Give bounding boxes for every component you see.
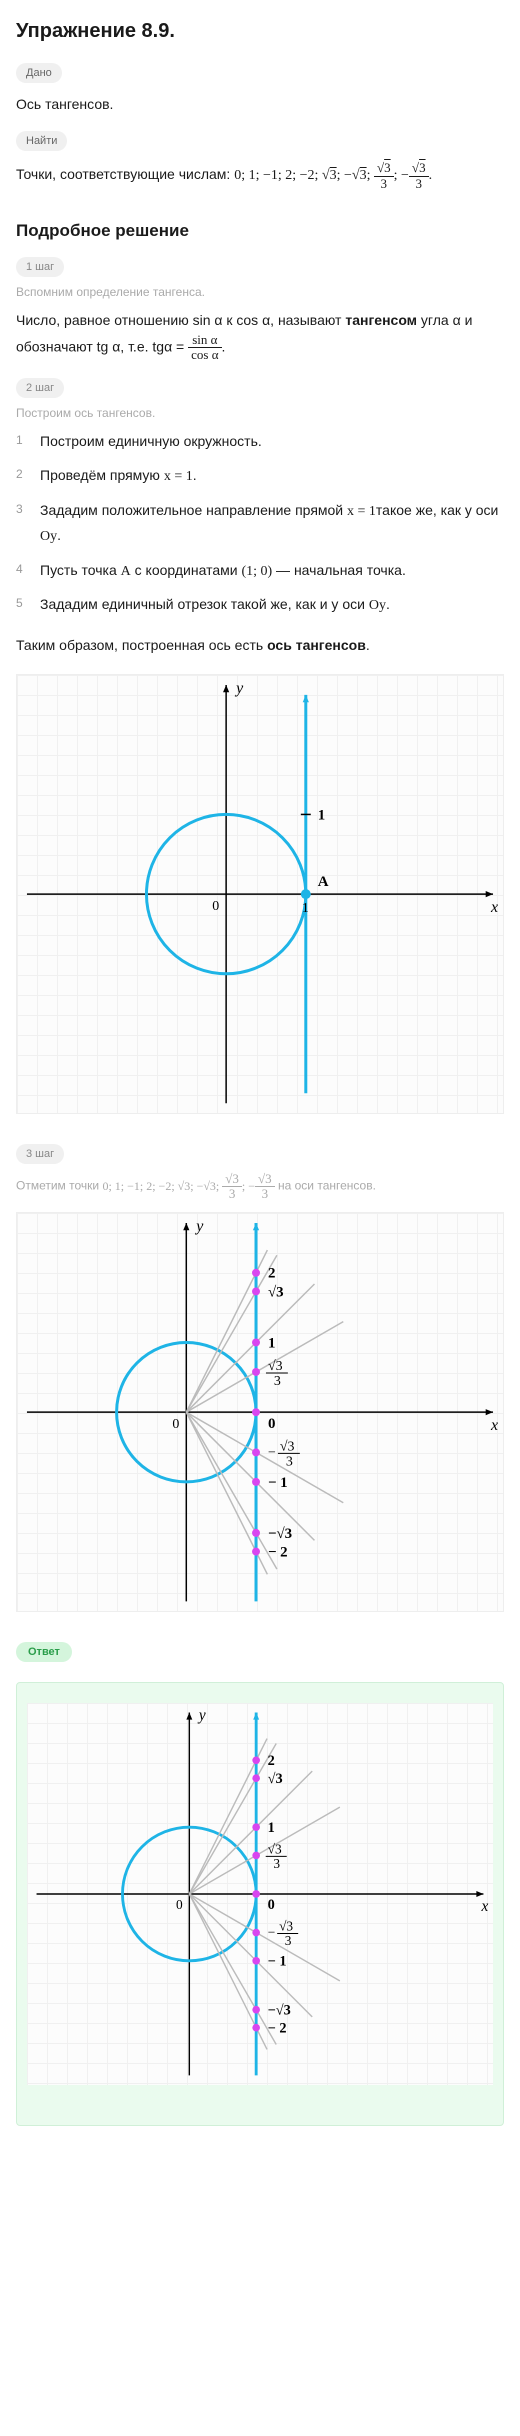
svg-text:√3: √3 bbox=[280, 1439, 295, 1454]
list-item: Построим единичную окружность. bbox=[16, 430, 504, 454]
find-badge: Найти bbox=[16, 131, 67, 151]
step2-conclusion: Таким образом, построенная ось есть ось … bbox=[16, 634, 504, 658]
svg-text:3: 3 bbox=[273, 1856, 280, 1871]
svg-text:√3: √3 bbox=[268, 1284, 284, 1300]
given-badge: Дано bbox=[16, 63, 62, 83]
svg-text:− 1: − 1 bbox=[268, 1475, 288, 1491]
svg-text:3: 3 bbox=[274, 1374, 281, 1389]
svg-text:A: A bbox=[318, 874, 329, 890]
svg-text:y: y bbox=[197, 1707, 206, 1724]
step1-text: Число, равное отношению sin α к cos α, н… bbox=[16, 309, 504, 362]
svg-text:1: 1 bbox=[318, 807, 325, 823]
step2-conc-b: ось тангенсов bbox=[267, 637, 366, 653]
step1-text-a: Число, равное отношению sin α к cos α, н… bbox=[16, 312, 345, 328]
list-item: Проведём прямую x = 1. bbox=[16, 464, 504, 489]
chart3-answer: xy02√31√330−√33− 1−√3− 2 bbox=[27, 1703, 493, 2085]
list-item: Пусть точка A с координатами (1; 0) — на… bbox=[16, 559, 504, 584]
svg-text:0: 0 bbox=[268, 1897, 275, 1913]
formula-den: cos α bbox=[188, 348, 221, 362]
svg-text:√3: √3 bbox=[268, 1771, 283, 1787]
answer-badge: Ответ bbox=[16, 1642, 72, 1662]
svg-text:0: 0 bbox=[172, 1417, 179, 1432]
svg-text:1: 1 bbox=[268, 1820, 275, 1836]
svg-text:x: x bbox=[490, 899, 498, 916]
answer-panel: xy02√31√330−√33− 1−√3− 2 bbox=[16, 1682, 504, 2126]
svg-text:x: x bbox=[490, 1417, 498, 1434]
list-item: Зададим единичный отрезок такой же, как … bbox=[16, 593, 504, 618]
chart1-tangent-axis: xy01A1 bbox=[16, 674, 504, 1114]
list-item: Зададим положительное направление прямой… bbox=[16, 499, 504, 549]
find-text: Точки, соответствующие числам: 0; 1; −1;… bbox=[16, 161, 504, 191]
svg-text:2: 2 bbox=[268, 1265, 275, 1281]
svg-text:−√3: −√3 bbox=[268, 1526, 292, 1542]
svg-text:0: 0 bbox=[176, 1897, 183, 1912]
svg-text:−√3: −√3 bbox=[268, 2003, 291, 2019]
svg-text:1: 1 bbox=[268, 1335, 275, 1351]
step1-bold: тангенсом bbox=[345, 312, 417, 328]
svg-text:−: − bbox=[268, 1445, 276, 1460]
svg-text:√3: √3 bbox=[279, 1919, 293, 1934]
exercise-title: Упражнение 8.9. bbox=[16, 20, 504, 43]
step1-badge: 1 шаг bbox=[16, 257, 64, 277]
step2-conc-a: Таким образом, построенная ось есть bbox=[16, 637, 267, 653]
step3-badge: 3 шаг bbox=[16, 1144, 64, 1164]
svg-text:3: 3 bbox=[286, 1454, 293, 1469]
svg-text:y: y bbox=[234, 680, 244, 697]
svg-text:√3: √3 bbox=[268, 1359, 283, 1374]
step2-badge: 2 шаг bbox=[16, 378, 64, 398]
svg-text:2: 2 bbox=[268, 1753, 275, 1769]
given-text: Ось тангенсов. bbox=[16, 93, 504, 115]
svg-text:−: − bbox=[268, 1924, 276, 1939]
svg-text:x: x bbox=[481, 1898, 489, 1915]
svg-text:0: 0 bbox=[268, 1416, 275, 1432]
svg-text:y: y bbox=[194, 1218, 204, 1235]
find-prefix: Точки, соответствующие числам: bbox=[16, 166, 234, 182]
solution-heading: Подробное решение bbox=[16, 221, 504, 241]
svg-text:√3: √3 bbox=[268, 1842, 282, 1857]
step3-hint: Отметим точки 0; 1; −1; 2; −2; √3; −√3; … bbox=[16, 1172, 504, 1202]
step1-hint: Вспомним определение тангенса. bbox=[16, 285, 504, 299]
step2-list: Построим единичную окружность. Проведём … bbox=[16, 430, 504, 618]
svg-text:3: 3 bbox=[285, 1933, 292, 1948]
step2-hint: Построим ось тангенсов. bbox=[16, 406, 504, 420]
formula-num: sin α bbox=[188, 333, 221, 348]
chart2-points: xy02√31√330−√33− 1−√3− 2 bbox=[16, 1212, 504, 1612]
svg-text:− 2: − 2 bbox=[268, 1544, 288, 1560]
svg-text:− 1: − 1 bbox=[268, 1954, 287, 1970]
svg-text:0: 0 bbox=[212, 899, 219, 914]
svg-text:1: 1 bbox=[302, 901, 309, 916]
svg-text:− 2: − 2 bbox=[268, 2021, 287, 2037]
